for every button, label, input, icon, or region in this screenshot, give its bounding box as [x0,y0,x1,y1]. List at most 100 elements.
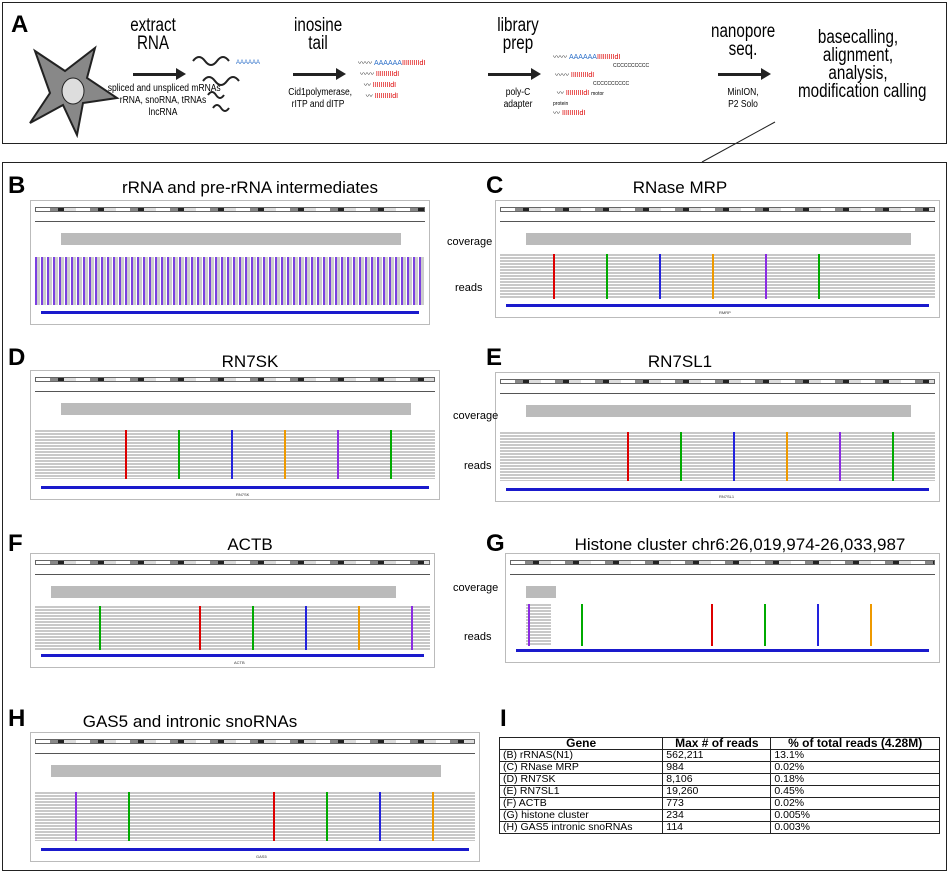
reads-track [526,604,551,646]
table-row: (F) ACTB 773 0.02% [498,797,940,810]
genome-browser-view [30,200,430,325]
mismatch-column [125,430,127,479]
mismatch-column [273,792,275,841]
mismatch-column [764,604,766,646]
reads-track [35,792,475,841]
genome-browser-view: ACTB [30,553,435,668]
chromosome-ideogram [35,560,430,565]
genome-browser-view: RN7SL1 [495,372,940,502]
arrow-icon [488,68,541,80]
cell-icon [29,45,120,138]
table-row: (E) RN7SL1 19,260 0.45% [498,785,940,798]
mismatch-column [231,430,233,479]
panel-title: RNase MRP [632,178,728,197]
table-row: (C) RNase MRP 984 0.02% [498,761,940,774]
table-row: (G) histone cluster 234 0.005% [498,809,940,822]
table-row: (D) RN7SK 8,106 0.18% [498,773,940,786]
mismatch-column [252,606,254,650]
panel-title: rRNA and pre-rRNA intermediates [121,178,379,197]
gene-label: RN7SK [236,492,250,497]
genome-browser-view: GAS5 [30,732,480,862]
mismatch-column [733,432,735,481]
gene-track [41,654,424,657]
panel-label: E [486,344,503,371]
step-final: basecalling, alignment, analysis, modifi… [798,27,927,102]
panel-label: D [8,344,26,371]
track-label-coverage: coverage [453,582,499,594]
table-cell: (F) ACTB [498,797,664,810]
coverage-track [51,586,396,598]
mismatch-column [786,432,788,481]
mismatch-column [817,604,819,646]
mismatch-column [765,254,767,299]
svg-text:AAAAAA: AAAAAA [236,60,260,66]
mismatch-column [711,604,713,646]
gene-track [41,486,429,489]
mismatch-column [581,604,583,646]
table-row: (B) rRNAS(N1) 562,211 13.1% [498,749,940,762]
mismatch-column [553,254,555,299]
reads-track [500,254,935,299]
track-label-reads: reads [455,282,483,294]
mismatch-column [358,606,360,650]
ruler [510,574,935,575]
table-cell: 13.1% [770,749,940,762]
table-cell: 773 [662,797,772,810]
panel-label: B [8,172,26,199]
step-sub: poly-C adapter [503,87,533,110]
polya-text: AAAAAA [568,54,597,61]
panel-a: A extract RNA spliced and unspliced mRNA… [2,2,947,144]
ctail-text: CCCCCCCCCC [613,63,650,69]
table-row: (H) GAS5 intronic snoRNAs 114 0.003% [498,821,940,834]
mismatch-column [128,792,130,841]
genome-browser-view: RN7SK [30,370,440,500]
mismatch-column [712,254,714,299]
step-sub: MinION, P2 Solo [727,87,759,110]
panel-title: Histone cluster chr6:26,019,974-26,033,9… [574,535,906,554]
mismatch-column [337,430,339,479]
gene-track [506,488,929,491]
tailed-rna: 〰〰 AAAAAAIIIIIIIIIdI 〰〰 IIIIIIIIIdI 〰 II… [358,60,426,100]
ctail-text: CCCCCCCCCC [593,81,630,87]
reads-track [35,606,430,650]
step-inosine-tail: inosine tail [294,15,343,54]
itail-text: IIIIIIIIIdI [372,82,397,89]
library-rna: 〰〰 AAAAAAIIIIIIIIIdI CCCCCCCCCC 〰〰 IIIII… [553,54,650,117]
coverage-track [51,765,441,777]
ruler [35,221,425,222]
chromosome-ideogram [500,207,935,212]
table-cell: 8,106 [662,773,772,786]
panel-label: C [486,172,504,199]
mismatch-column [411,606,413,650]
gene-label: ACTB [234,660,245,665]
chromosome-ideogram [35,739,475,744]
gene-track [41,311,419,314]
panel-label: H [8,705,26,732]
reads-track [500,432,935,481]
mismatch-column [680,432,682,481]
mismatch-column [870,604,872,646]
step-sub: spliced and unspliced mRNAs rRNA, snoRNA… [107,83,221,118]
ruler [35,391,435,392]
coverage-track [526,405,911,417]
track-label-coverage: coverage [453,410,499,422]
reads-track [35,257,425,305]
gene-label: RMRP [719,310,731,315]
mismatch-column [326,792,328,841]
arrow-icon [293,68,346,80]
motor-label: motor protein [553,91,604,107]
mismatch-column [178,430,180,479]
panel-label: F [8,530,23,557]
table-cell: (H) GAS5 intronic snoRNAs [498,821,664,834]
gene-track [516,649,929,652]
step-extract-rna: extract RNA [130,15,176,54]
mismatch-column [305,606,307,650]
rna-molecules-icon: AAAAAA [192,56,260,112]
coverage-track [526,586,556,598]
table-cell: 0.005% [770,809,940,822]
mismatch-column [606,254,608,299]
gene-label: GAS5 [256,854,267,859]
gene-label: RN7SL1 [719,494,735,499]
itail-text: IIIIIIIIIdI [401,60,426,67]
mismatch-column [390,430,392,479]
